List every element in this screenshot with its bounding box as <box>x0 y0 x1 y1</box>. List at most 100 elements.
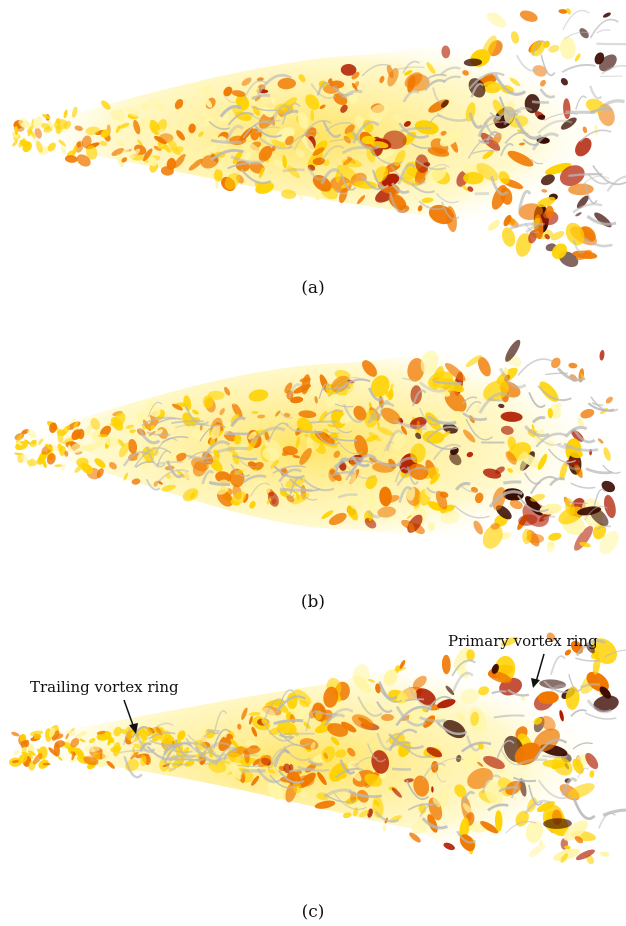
vortex-tube <box>288 383 303 398</box>
vorticity-blob <box>64 155 78 163</box>
vortex-tube <box>223 94 238 104</box>
vortex-tube <box>481 774 502 794</box>
vorticity-blob <box>384 391 394 398</box>
vorticity-blob <box>258 167 265 179</box>
vortex-tube <box>398 486 413 503</box>
vortex-tube <box>517 358 554 376</box>
vorticity-blob <box>96 730 106 735</box>
vortex-tube <box>500 749 523 766</box>
vorticity-blob <box>154 135 167 145</box>
vorticity-blob <box>145 753 150 766</box>
vorticity-blob <box>582 126 588 134</box>
vorticity-blob <box>429 473 440 485</box>
vortex-tube <box>451 659 476 677</box>
trailing-vortex-arrow <box>123 699 138 734</box>
vortex-tube <box>280 483 295 498</box>
vorticity-blob <box>241 707 248 720</box>
vorticity-blob <box>168 139 178 151</box>
vortex-tube <box>568 172 603 178</box>
vortex-tube <box>214 710 228 731</box>
vortex-tube <box>149 739 179 747</box>
vortex-tube <box>534 738 568 761</box>
vorticity-blob <box>500 769 504 776</box>
vorticity-blob <box>204 98 213 108</box>
vorticity-blob <box>599 530 619 555</box>
vorticity-blob <box>141 726 153 736</box>
vorticity-blob <box>537 114 546 120</box>
vorticity-blob <box>298 193 304 201</box>
vorticity-blob <box>115 140 125 147</box>
vortex-tube <box>294 130 320 150</box>
vortex-tube <box>460 484 478 493</box>
vortex-tube <box>288 134 315 149</box>
vorticity-blob <box>539 381 559 402</box>
vorticity-blob <box>394 150 406 167</box>
vorticity-blob <box>351 82 358 92</box>
vorticity-blob <box>18 753 28 764</box>
vorticity-blob <box>591 638 617 664</box>
vorticity-blob <box>129 751 139 760</box>
vorticity-blob <box>12 140 18 147</box>
panel-c <box>0 630 626 890</box>
vortex-tube <box>147 722 174 737</box>
vortex-tube <box>402 377 416 381</box>
vortex-tube <box>278 468 302 483</box>
vortex-tube <box>354 756 378 767</box>
vorticity-blob <box>307 164 316 171</box>
vortex-tube <box>544 112 578 121</box>
vorticity-blob <box>191 457 209 472</box>
vorticity-blob <box>483 380 509 402</box>
vorticity-blob <box>267 781 284 800</box>
vorticity-blob <box>27 429 37 438</box>
vorticity-blob <box>540 174 555 186</box>
vorticity-blob <box>436 388 451 397</box>
vortex-tube <box>276 728 311 747</box>
vorticity-blob <box>115 125 121 133</box>
panel-a-field <box>11 8 626 268</box>
vorticity-blob <box>117 108 125 120</box>
vorticity-blob <box>295 436 301 449</box>
vorticity-blob <box>593 695 619 712</box>
trailing-vortex-label: Trailing vortex ring <box>30 678 179 696</box>
vortex-tube <box>568 674 582 692</box>
vorticity-blob <box>381 714 394 721</box>
vorticity-blob <box>580 408 595 419</box>
vortex-tube <box>161 744 176 761</box>
vorticity-blob <box>477 761 484 767</box>
vortex-tube <box>391 767 411 771</box>
vorticity-blob <box>149 99 163 111</box>
vorticity-blob <box>417 205 423 212</box>
vortex-tube <box>584 712 617 720</box>
vorticity-blob <box>176 130 186 141</box>
vorticity-blob <box>149 119 161 135</box>
vorticity-blob <box>240 772 246 784</box>
vorticity-blob <box>271 97 276 105</box>
vorticity-blob <box>510 31 520 44</box>
vortex-tube <box>230 463 251 478</box>
vorticity-blob <box>218 733 233 751</box>
vorticity-blob <box>305 94 320 110</box>
vortex-tube <box>402 60 420 74</box>
panel-b-field <box>10 332 621 558</box>
vorticity-blob <box>439 135 457 147</box>
vorticity-blob <box>330 176 352 193</box>
vortex-tube <box>270 104 290 126</box>
vortex-tube <box>426 414 457 426</box>
vortex-tube <box>330 420 353 434</box>
vorticity-blob <box>248 715 253 725</box>
vorticity-blob <box>413 775 430 797</box>
vortex-tube <box>166 460 185 479</box>
vortex-tube <box>478 392 511 414</box>
vorticity-blob <box>26 124 35 134</box>
vorticity-blob <box>555 402 562 410</box>
vortex-tube <box>307 759 323 767</box>
vorticity-blob <box>215 180 219 189</box>
vorticity-blob <box>310 109 315 121</box>
vortex-tube <box>357 696 383 717</box>
vortex-tube <box>156 450 172 467</box>
vorticity-blob <box>530 493 546 502</box>
vorticity-blob <box>466 451 474 458</box>
vortex-tube <box>171 420 204 425</box>
vorticity-blob <box>300 792 309 798</box>
vorticity-blob <box>219 408 225 416</box>
